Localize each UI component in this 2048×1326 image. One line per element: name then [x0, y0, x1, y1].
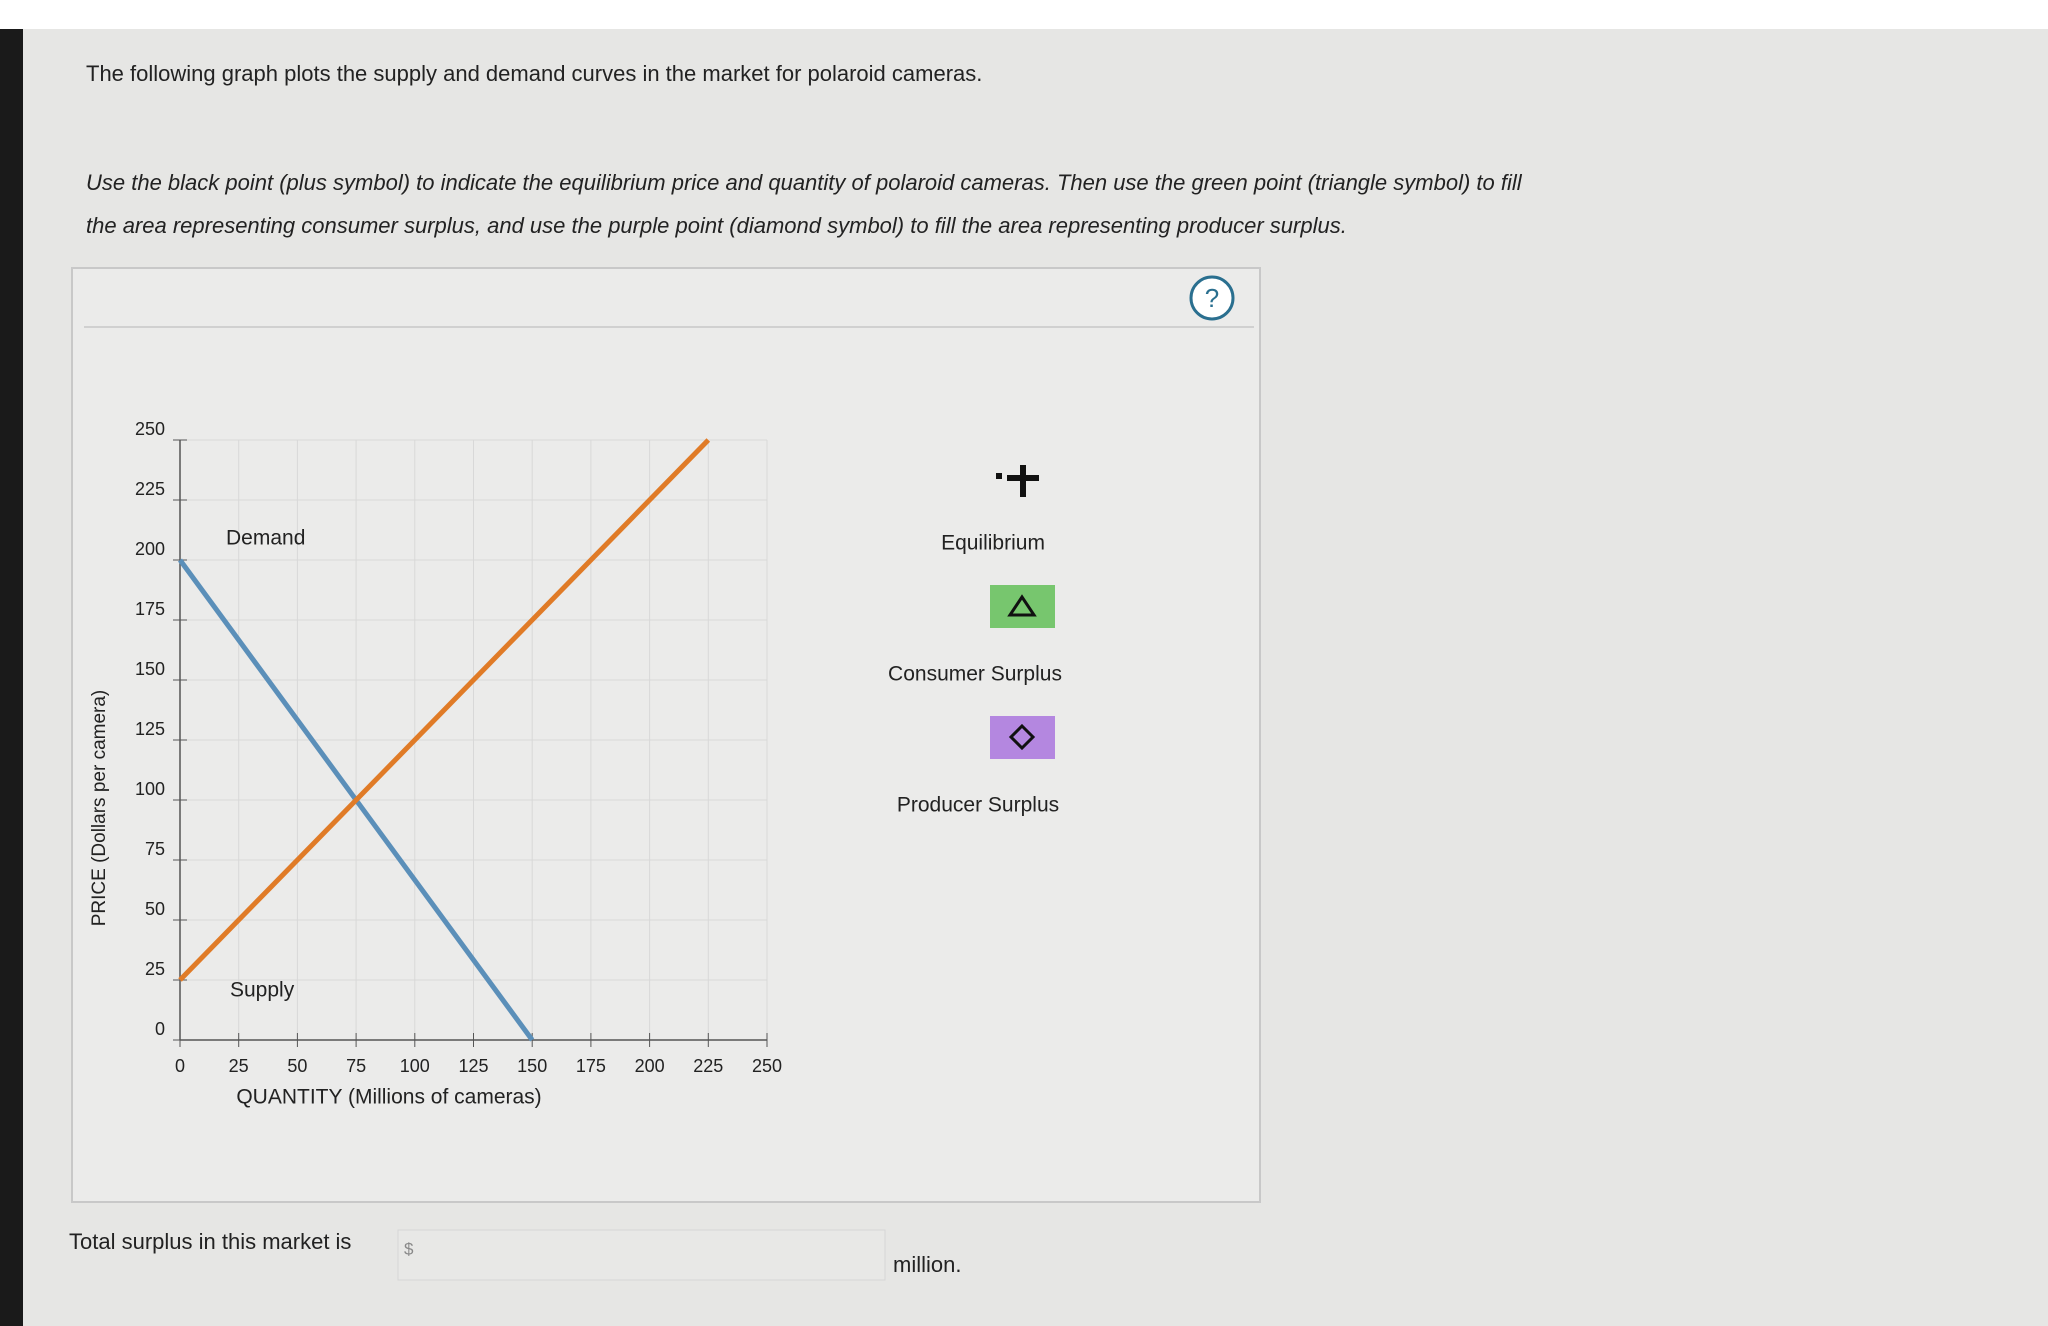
triangle-icon[interactable] — [1007, 594, 1037, 617]
x-tick-label: 75 — [346, 1056, 366, 1076]
x-tick-label: 150 — [517, 1056, 547, 1076]
x-tick-label: 25 — [229, 1056, 249, 1076]
instruction-line: the area representing consumer surplus, … — [86, 213, 1347, 238]
x-tick-label: 175 — [576, 1056, 606, 1076]
answer-unit: million. — [893, 1252, 961, 1277]
series-label: Supply — [230, 979, 295, 1002]
plus-dot[interactable] — [996, 473, 1002, 479]
diamond-icon[interactable] — [1008, 723, 1036, 751]
left-bar — [0, 29, 23, 1326]
series-label: Demand — [226, 527, 305, 550]
x-tick-label: 50 — [287, 1056, 307, 1076]
header-text: The following graph plots the supply and… — [86, 61, 982, 86]
tool-label: Equilibrium — [941, 532, 1045, 555]
x-tick-label: 100 — [400, 1056, 430, 1076]
y-tick-label: 150 — [135, 659, 165, 679]
y-axis-title: PRICE (Dollars per camera) — [89, 690, 110, 927]
help-label[interactable]: ? — [1205, 283, 1219, 313]
plus-icon[interactable] — [1007, 475, 1039, 481]
x-tick-label: 250 — [752, 1056, 782, 1076]
y-tick-label: 50 — [145, 899, 165, 919]
y-tick-label: 125 — [135, 719, 165, 739]
tool-equilibrium[interactable] — [996, 465, 1039, 497]
y-tick-label: 0 — [155, 1019, 165, 1039]
y-tick-label: 175 — [135, 599, 165, 619]
answer-input[interactable] — [397, 1229, 886, 1281]
x-tick-label: 225 — [693, 1056, 723, 1076]
y-tick-label: 200 — [135, 539, 165, 559]
plot: 0 25 50 75 100 125 150 175 200 225 250 0 25 50 75 100 12… — [89, 419, 782, 1109]
graph-panel — [71, 267, 1261, 1203]
x-tick-label: 125 — [458, 1056, 488, 1076]
series-line — [178, 438, 711, 982]
top-strip — [0, 0, 2048, 29]
x-tick-label: 0 — [175, 1056, 185, 1076]
instruction-line: Use the black point (plus symbol) to ind… — [86, 170, 1523, 195]
tool-producer-surplus[interactable] — [990, 716, 1055, 759]
y-tick-label: 225 — [135, 479, 165, 499]
x-tick-label: 200 — [635, 1056, 665, 1076]
x-axis-title: QUANTITY (Millions of cameras) — [236, 1086, 541, 1109]
y-tick-label: 250 — [135, 419, 165, 439]
currency-symbol: $ — [404, 1239, 414, 1258]
tool-consumer-surplus[interactable] — [990, 585, 1055, 628]
y-tick-label: 25 — [145, 959, 165, 979]
y-tick-label: 100 — [135, 779, 165, 799]
tool-label: Producer Surplus — [897, 794, 1059, 817]
help-button[interactable] — [1189, 275, 1235, 321]
y-tick-label: 75 — [145, 839, 165, 859]
answer-prompt: Total surplus in this market is — [69, 1229, 351, 1254]
tool-label: Consumer Surplus — [888, 663, 1062, 686]
